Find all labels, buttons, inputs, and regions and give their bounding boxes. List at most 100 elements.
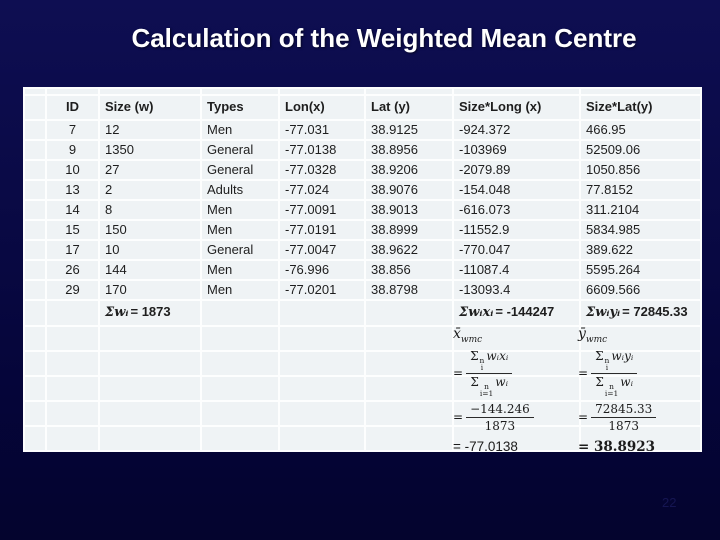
empty-cell (202, 327, 278, 350)
cell: General (202, 141, 278, 159)
empty-cell (280, 301, 364, 325)
cell: 6609.566 (581, 281, 700, 299)
cell: Adults (202, 181, 278, 199)
cell: -77.0328 (280, 161, 364, 179)
header-cell: Size*Lat(y) (581, 96, 700, 119)
empty-cell (100, 327, 200, 350)
empty-cell (25, 281, 45, 299)
cell: -77.031 (280, 121, 364, 139)
header-cell: ID (47, 96, 98, 119)
empty-cell (100, 377, 200, 400)
empty-cell (25, 141, 45, 159)
ybar-symbol: ȳ (578, 326, 586, 342)
empty-cell (454, 402, 579, 425)
empty-cell (100, 89, 200, 94)
empty-cell (454, 89, 579, 94)
sum-weighted-x-value: = -144247 (495, 304, 555, 320)
empty-cell (25, 241, 45, 259)
cell: 170 (100, 281, 200, 299)
ybar-subscript: wmc (585, 334, 608, 345)
page-number: 22 (662, 495, 677, 510)
cell: 1350 (100, 141, 200, 159)
empty-cell (581, 402, 700, 425)
table-row: ID Size (w) Types Lon(x) Lat (y) Size*Long (x… (25, 96, 700, 119)
cell: 26 (47, 261, 98, 279)
cell: 466.95 (581, 121, 700, 139)
table-row: 10 27 General -77.0328 38.9206 -2079.89 1050.8… (25, 161, 700, 179)
y-numeric-fraction: = 72845.33 1873 (578, 402, 702, 433)
cell: 15 (47, 221, 98, 239)
empty-cell (47, 427, 98, 450)
empty-cell (202, 377, 278, 400)
empty-cell (25, 402, 45, 425)
empty-cell (366, 89, 452, 94)
cell: 1050.856 (581, 161, 700, 179)
cell: -103969 (454, 141, 579, 159)
cell: -11552.9 (454, 221, 579, 239)
sum-weighted-y-value: = 72845.33 (622, 304, 688, 320)
sigma-symbol: Σ (595, 348, 604, 363)
denominator-expression: wᵢ (495, 374, 508, 389)
cell: Men (202, 221, 278, 239)
empty-cell (100, 352, 200, 375)
cell: Men (202, 261, 278, 279)
cell: General (202, 161, 278, 179)
sum-weights-expression: Σwᵢ (105, 305, 129, 321)
empty-cell (366, 327, 452, 350)
x-numeric-fraction: = −144.246 1873 (453, 402, 577, 433)
empty-cell (100, 427, 200, 450)
empty-cell (280, 402, 364, 425)
y-mean-result: = 38.8923 (578, 438, 656, 455)
table-row: 7 12 Men -77.031 38.9125 -924.372 466.95 (25, 121, 700, 139)
data-table: ID Size (w) Types Lon(x) Lat (y) Size*Long (x… (23, 87, 702, 452)
cell: 389.622 (581, 241, 700, 259)
cell: 8 (100, 201, 200, 219)
empty-cell (47, 301, 98, 325)
sum-weighted-x-expression: Σwᵢxᵢ (459, 305, 494, 321)
cell: -77.0047 (280, 241, 364, 259)
cell: -11087.4 (454, 261, 579, 279)
sum-weights: Σwᵢ = 1873 (100, 301, 200, 325)
cell: 311.2104 (581, 201, 700, 219)
empty-cell (25, 427, 45, 450)
cell: 38.9076 (366, 181, 452, 199)
x-denominator-value: 1873 (484, 418, 516, 433)
empty-cell (581, 89, 700, 94)
cell: 2 (100, 181, 200, 199)
empty-cell (202, 402, 278, 425)
equals-sign: = (578, 410, 589, 425)
table-row: 15 150 Men -77.0191 38.8999 -11552.9 5834.985 (25, 221, 700, 239)
empty-cell (280, 427, 364, 450)
cell: 5834.985 (581, 221, 700, 239)
numerator-expression: wᵢyᵢ (611, 348, 634, 363)
cell: Men (202, 281, 278, 299)
empty-cell (25, 221, 45, 239)
numerator-expression: wᵢxᵢ (486, 348, 509, 363)
header-cell: Types (202, 96, 278, 119)
table-row (25, 427, 700, 450)
empty-cell (25, 327, 45, 350)
empty-cell (454, 327, 579, 350)
table-body: ID Size (w) Types Lon(x) Lat (y) Size*Long (x… (25, 89, 700, 450)
empty-cell (366, 402, 452, 425)
empty-cell (366, 427, 452, 450)
cell: 144 (100, 261, 200, 279)
equals-sign: = (453, 366, 464, 381)
empty-cell (581, 377, 700, 400)
cell: 29 (47, 281, 98, 299)
empty-cell (202, 301, 278, 325)
worksheet: ID Size (w) Types Lon(x) Lat (y) Size*Long (x… (23, 87, 702, 452)
empty-cell (366, 352, 452, 375)
cell: 150 (100, 221, 200, 239)
empty-cell (25, 121, 45, 139)
cell: 38.8999 (366, 221, 452, 239)
empty-cell (454, 352, 579, 375)
empty-cell (25, 181, 45, 199)
cell: 38.9206 (366, 161, 452, 179)
sum-weighted-y-expression: Σwᵢyᵢ (586, 305, 621, 321)
cell: 14 (47, 201, 98, 219)
cell: 10 (47, 161, 98, 179)
